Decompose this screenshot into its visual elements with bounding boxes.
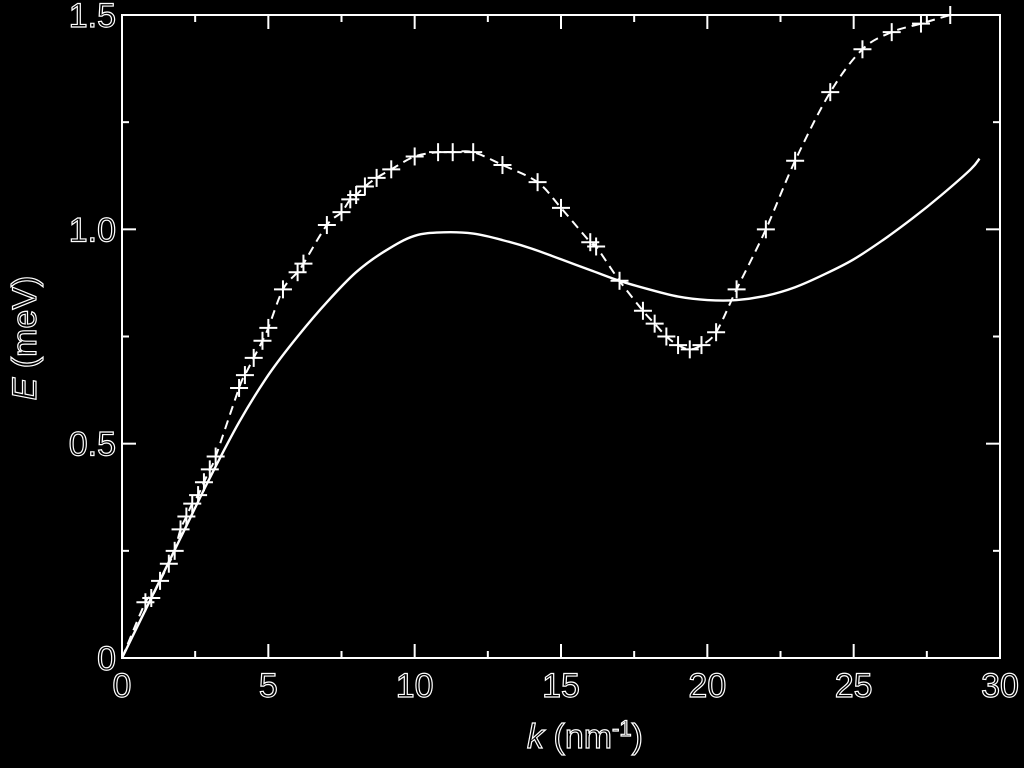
series-layer — [120, 6, 981, 659]
data-point-marker — [159, 554, 178, 573]
data-point-marker — [587, 237, 606, 256]
data-point-marker — [669, 336, 688, 355]
y-axis-label: E (meV) — [6, 276, 44, 401]
data-point-marker — [528, 173, 547, 192]
x-axis-unit-close: ) — [632, 718, 643, 756]
data-point-marker — [657, 327, 676, 346]
data-point-marker — [707, 323, 726, 342]
y-axis: 0 0.5 1.0 1.5 — [68, 0, 1000, 679]
data-point-marker — [165, 541, 184, 560]
x-axis-label: k (nm-1) — [527, 716, 643, 757]
data-point-marker — [177, 507, 196, 526]
y-tick-label: 0 — [97, 640, 116, 678]
data-point-marker — [786, 151, 805, 170]
data-point-marker — [194, 473, 213, 492]
x-axis-unit-exponent: -1 — [612, 716, 632, 741]
x-axis-variable: k — [527, 718, 546, 756]
data-point-marker — [347, 186, 366, 205]
x-tick-label: 10 — [396, 667, 434, 705]
data-point-marker — [464, 143, 483, 162]
x-tick-label: 20 — [688, 667, 726, 705]
x-axis: 0 5 10 15 20 25 30 — [112, 15, 1020, 706]
x-tick-label: 15 — [542, 667, 580, 705]
minor-ticks — [122, 15, 1000, 658]
y-tick-label: 0.5 — [69, 426, 116, 464]
data-point-marker — [142, 588, 161, 607]
data-point-marker — [189, 486, 208, 505]
y-axis-unit: (meV) — [6, 276, 44, 378]
data-point-marker — [680, 340, 699, 359]
data-point-marker — [355, 177, 374, 196]
y-tick-label: 1.0 — [69, 211, 116, 249]
data-point-marker — [727, 280, 746, 299]
data-point-marker — [443, 143, 462, 162]
x-tick-label: 5 — [259, 667, 278, 705]
x-tick-label: 25 — [835, 667, 873, 705]
data-point-marker — [332, 203, 351, 222]
data-point-marker — [244, 348, 263, 367]
data-point-marker — [200, 460, 219, 479]
data-point-marker — [756, 220, 775, 239]
data-point-marker — [382, 160, 401, 179]
data-point-marker — [367, 168, 386, 187]
data-point-marker — [633, 301, 652, 320]
data-point-marker — [552, 198, 570, 217]
data-point-marker — [151, 571, 170, 590]
data-point-marker — [253, 331, 272, 350]
data-point-marker — [294, 254, 313, 273]
data-point-marker — [493, 156, 512, 175]
data-point-marker — [405, 147, 424, 166]
data-point-marker — [259, 318, 278, 337]
x-tick-label: 30 — [981, 667, 1019, 705]
x-axis-unit: (nm — [544, 718, 612, 756]
x-tick-label: 0 — [113, 667, 132, 705]
data-point-marker — [273, 280, 292, 299]
y-axis-variable: E — [6, 377, 44, 400]
data-point-marker — [230, 378, 249, 397]
data-point-marker — [171, 520, 190, 539]
data-point-marker — [645, 314, 664, 333]
y-tick-label: 1.5 — [69, 0, 116, 35]
dashed-series-line — [121, 14, 951, 659]
data-point-marker — [317, 216, 336, 235]
data-point-marker — [853, 40, 872, 59]
data-point-marker — [206, 447, 225, 466]
data-point-marker — [235, 366, 254, 385]
data-point-marker — [882, 23, 901, 42]
data-point-marker — [941, 6, 960, 24]
data-point-marker — [911, 14, 930, 33]
plot-frame — [121, 14, 1001, 659]
data-point-marker — [821, 83, 840, 102]
data-point-marker — [610, 271, 629, 290]
solid-series-line — [120, 157, 981, 659]
data-point-marker — [692, 336, 711, 355]
